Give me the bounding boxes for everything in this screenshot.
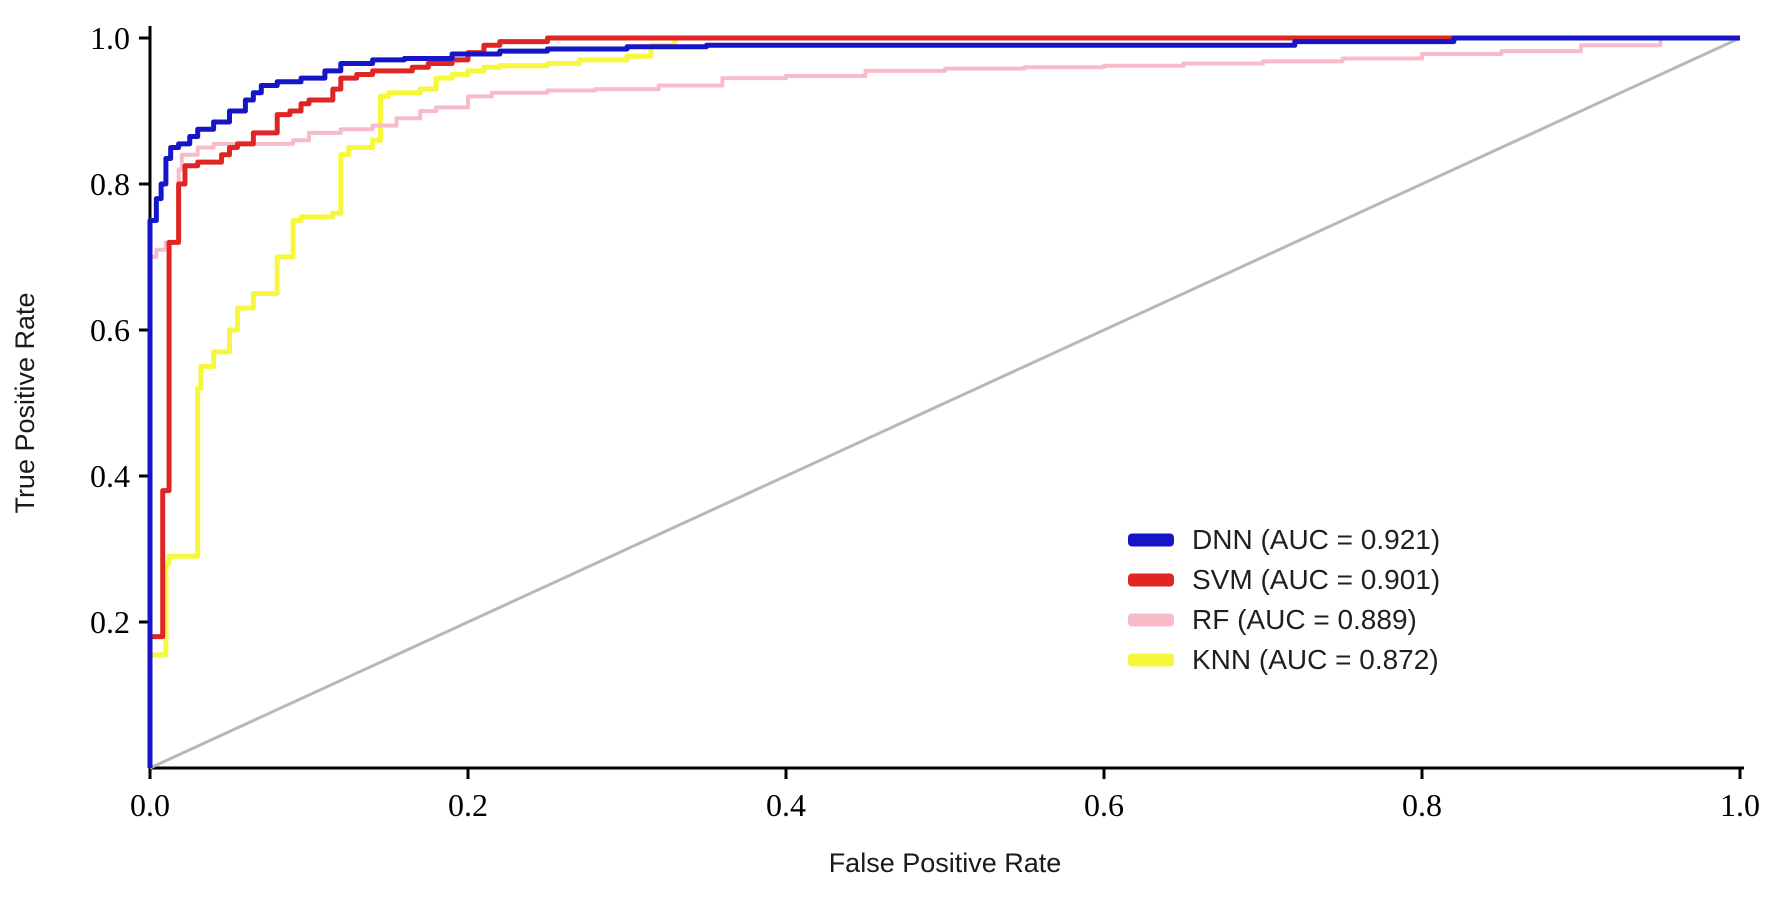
legend-swatch-svm	[1128, 573, 1174, 587]
y-tick-label: 0.6	[90, 312, 130, 348]
y-tick-label: 0.8	[90, 166, 130, 202]
legend-item-dnn: DNN (AUC = 0.921)	[1128, 524, 1440, 555]
legend-item-rf: RF (AUC = 0.889)	[1128, 604, 1417, 635]
series-line-dnn	[147, 35, 1740, 768]
x-axis-title: False Positive Rate	[829, 848, 1062, 878]
x-tick-label: 0.8	[1402, 787, 1442, 823]
plot-layer: 0.0 0.2 0.4 0.6 0.8 1.0 0.2 0.4 0.6 0.8 1.0 DNN (AU…	[90, 20, 1760, 823]
series-line-svm	[147, 35, 1740, 768]
legend-label-knn: KNN (AUC = 0.872)	[1192, 644, 1439, 675]
x-tick-label: 0.0	[130, 787, 170, 823]
x-tick-label: 1.0	[1720, 787, 1760, 823]
legend-label-dnn: DNN (AUC = 0.921)	[1192, 524, 1440, 555]
legend-label-rf: RF (AUC = 0.889)	[1192, 604, 1417, 635]
y-axis-title: True Positive Rate	[10, 292, 40, 513]
x-tick-label: 0.6	[1084, 787, 1124, 823]
legend-swatch-dnn	[1128, 533, 1174, 547]
y-tick-label: 0.2	[90, 604, 130, 640]
x-tick-label: 0.2	[448, 787, 488, 823]
legend-label-svm: SVM (AUC = 0.901)	[1192, 564, 1440, 595]
legend-swatch-rf	[1128, 613, 1174, 627]
series-line-chance	[149, 36, 1741, 770]
series-line-rf	[148, 36, 1740, 768]
y-tick-label: 0.4	[90, 458, 130, 494]
y-tick-label: 1.0	[90, 20, 130, 56]
legend-item-svm: SVM (AUC = 0.901)	[1128, 564, 1440, 595]
legend-item-knn: KNN (AUC = 0.872)	[1128, 644, 1439, 675]
legend-swatch-knn	[1128, 653, 1174, 667]
x-tick-label: 0.4	[766, 787, 806, 823]
series-line-knn	[147, 35, 1740, 768]
